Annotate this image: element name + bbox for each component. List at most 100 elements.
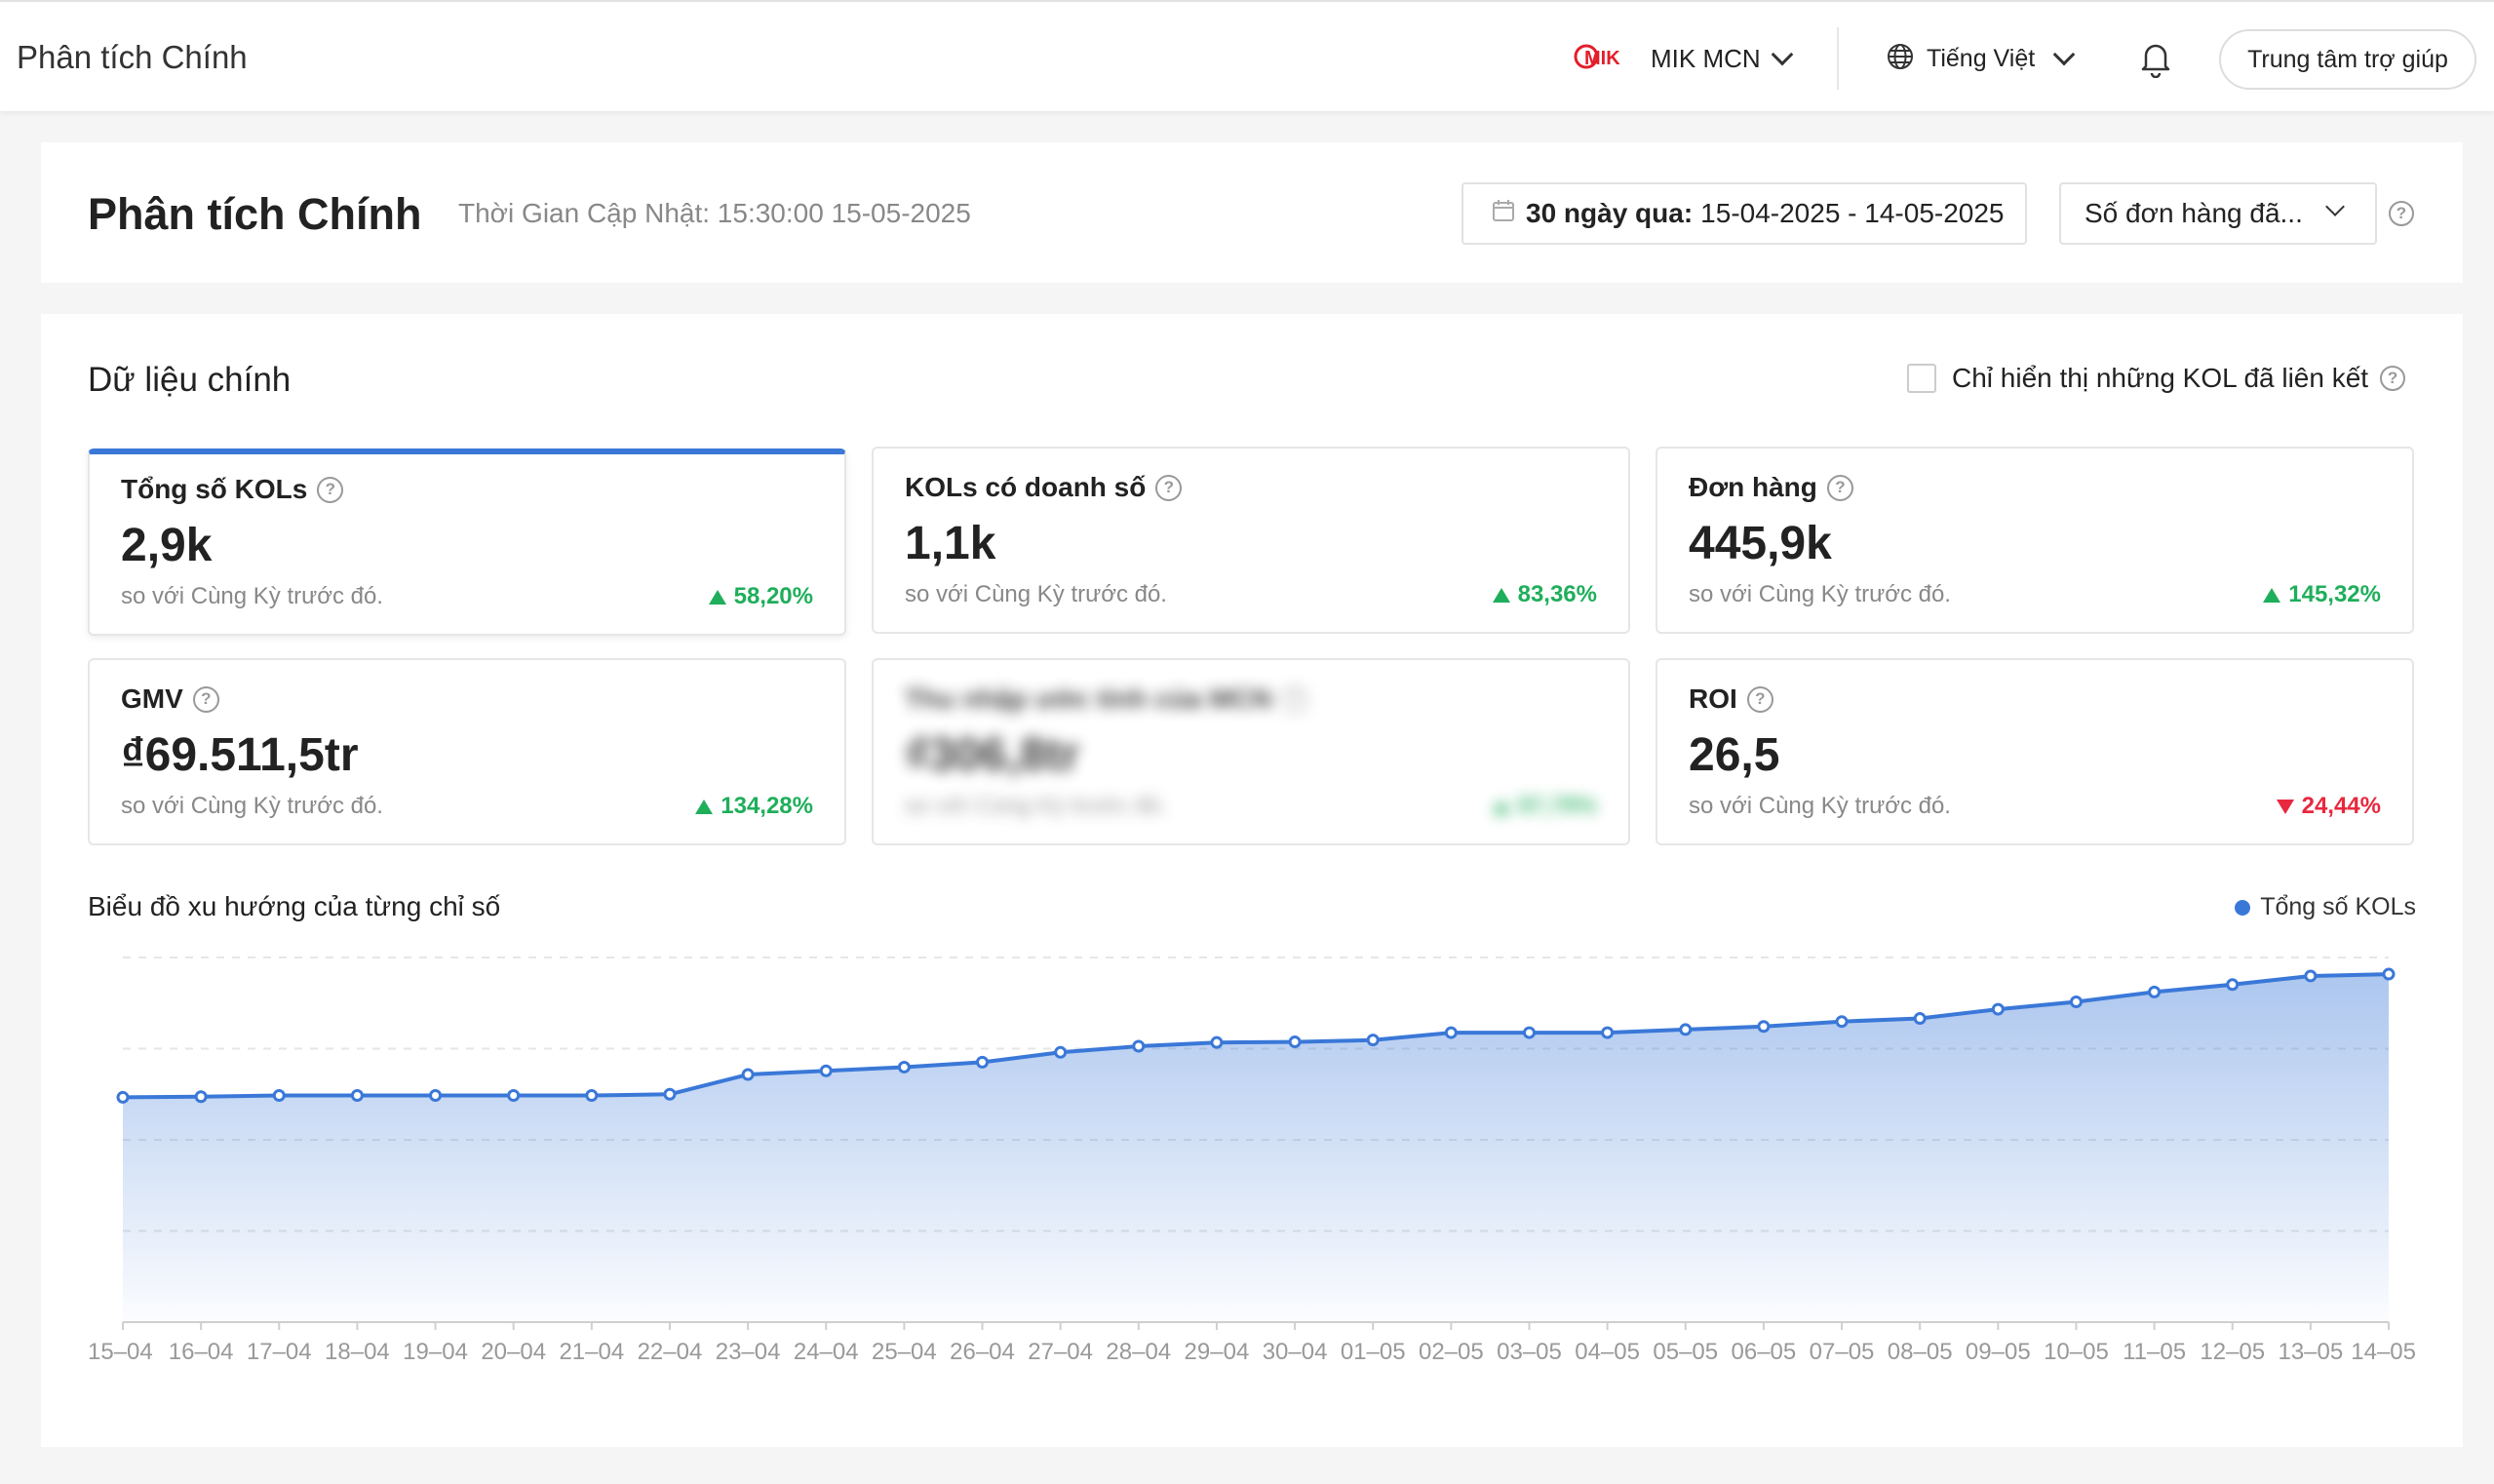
top-header: Phân tích Chính MIK MIK MCN Tiếng Việt — [0, 0, 2494, 111]
mcn-name: MIK MCN — [1651, 43, 1761, 73]
data-point[interactable] — [1679, 1023, 1693, 1036]
svg-text:MIK: MIK — [1584, 48, 1620, 69]
kpi-value: 26,5 — [1689, 729, 1780, 781]
kpi-label: ROI — [1689, 683, 1737, 714]
data-point[interactable] — [976, 1055, 990, 1069]
data-point[interactable] — [350, 1089, 364, 1103]
kpi-mcn-estimated-income[interactable]: Thu nhập ước tính của MCN? ₫306,8tr so v… — [872, 658, 1630, 845]
mcn-switcher[interactable]: MIK MIK MCN — [1573, 37, 1793, 80]
help-circle-icon[interactable]: ? — [1746, 685, 1773, 713]
date-range-label: 30 ngày qua: — [1526, 198, 1694, 228]
data-point[interactable] — [741, 1068, 755, 1081]
app-title: Phân tích Chính — [17, 39, 248, 75]
kpi-delta: 97,79% — [1492, 793, 1597, 820]
language-switcher[interactable]: Tiếng Việt — [1886, 39, 2076, 78]
arrow-up-icon — [1492, 799, 1510, 814]
help-center-button[interactable]: Trung tâm trợ giúp — [2219, 29, 2476, 90]
date-range-value: 15-04-2025 - 14-05-2025 — [1700, 198, 2005, 228]
kpi-label: KOLs có doanh số — [905, 472, 1147, 502]
only-linked-checkbox[interactable] — [1907, 364, 1936, 393]
x-tick-label: 27–04 — [1028, 1339, 1093, 1365]
x-tick-label: 07–05 — [1810, 1339, 1875, 1365]
kpi-compare-text: so với Cùng Kỳ trước đó. — [121, 793, 383, 819]
x-tick-label: 24–04 — [794, 1339, 859, 1365]
x-tick-label: 18–04 — [325, 1339, 390, 1365]
data-point[interactable] — [819, 1064, 833, 1077]
data-point[interactable] — [1366, 1034, 1380, 1047]
x-tick-label: 01–05 — [1341, 1339, 1406, 1365]
updated-time: Thời Gian Cập Nhật: 15:30:00 15-05-2025 — [458, 198, 971, 228]
main-data-card: Dữ liệu chính Chỉ hiển thị những KOL đã … — [41, 314, 2463, 1447]
data-point[interactable] — [663, 1087, 677, 1101]
data-point[interactable] — [1991, 1002, 2005, 1016]
help-circle-icon[interactable]: ? — [1155, 474, 1183, 501]
help-circle-icon[interactable]: ? — [2380, 366, 2406, 391]
data-point[interactable] — [1054, 1045, 1068, 1059]
x-tick-label: 04–05 — [1575, 1339, 1640, 1365]
kpi-total-kols[interactable]: Tổng số KOLs? 2,9k so với Cùng Kỳ trước … — [88, 449, 846, 636]
data-point[interactable] — [1288, 1035, 1302, 1049]
kpi-orders[interactable]: Đơn hàng? 445,9k so với Cùng Kỳ trước đó… — [1656, 447, 2414, 634]
date-range-picker[interactable]: 30 ngày qua: 15-04-2025 - 14-05-2025 — [1461, 182, 2027, 245]
data-point[interactable] — [2069, 995, 2083, 1008]
kpi-kols-with-sales[interactable]: KOLs có doanh số? 1,1k so với Cùng Kỳ tr… — [872, 447, 1630, 634]
data-point[interactable] — [1522, 1026, 1536, 1039]
x-tick-label: 25–04 — [872, 1339, 937, 1365]
x-tick-label: 12–05 — [2200, 1339, 2265, 1365]
metric-select[interactable]: Số đơn hàng đã... — [2059, 182, 2377, 245]
data-point[interactable] — [1757, 1020, 1771, 1034]
kpi-delta: 58,20% — [708, 583, 813, 610]
data-point[interactable] — [1132, 1039, 1146, 1053]
kpi-delta: 134,28% — [695, 793, 813, 820]
help-circle-icon[interactable]: ? — [1826, 474, 1853, 501]
series-area — [123, 974, 2389, 1322]
data-point[interactable] — [2226, 978, 2240, 992]
kpi-label: Đơn hàng — [1689, 472, 1817, 502]
kpi-compare-text: so với Cùng Kỳ trước đó. — [121, 583, 383, 609]
data-point[interactable] — [1601, 1026, 1615, 1039]
only-linked-filter[interactable]: Chỉ hiển thị những KOL đã liên kết ? — [1907, 363, 2406, 394]
chevron-down-icon — [2325, 197, 2345, 216]
help-circle-icon[interactable]: ? — [317, 476, 344, 503]
data-point[interactable] — [1913, 1012, 1927, 1026]
kpi-value: 2,9k — [121, 520, 213, 571]
bell-icon[interactable] — [2138, 39, 2173, 83]
chevron-down-icon — [2052, 43, 2076, 66]
chart-legend[interactable]: Tổng số KOLs — [2235, 893, 2416, 921]
data-point[interactable] — [1835, 1015, 1849, 1029]
header-divider — [1837, 27, 1839, 90]
help-circle-icon[interactable]: ? — [192, 685, 219, 713]
globe-icon — [1886, 42, 1915, 76]
arrow-down-icon — [2276, 799, 2294, 814]
x-tick-label: 19–04 — [403, 1339, 468, 1365]
data-point[interactable] — [2148, 985, 2162, 998]
data-point[interactable] — [1210, 1035, 1224, 1049]
x-tick-label: 11–05 — [2123, 1339, 2186, 1365]
data-point[interactable] — [2304, 969, 2318, 983]
kpi-gmv[interactable]: GMV? ₫69.511,5tr so với Cùng Kỳ trước đó… — [88, 658, 846, 845]
kpi-delta: 145,32% — [2263, 581, 2381, 608]
x-tick-label: 10–05 — [2044, 1339, 2109, 1365]
x-tick-label: 06–05 — [1732, 1339, 1797, 1365]
data-point[interactable] — [897, 1060, 911, 1074]
data-point[interactable] — [1444, 1026, 1458, 1039]
help-circle-icon[interactable]: ? — [2389, 201, 2414, 226]
trend-chart[interactable]: 15–04 16–04 17–04 18–04 19–04 20–04 21–04 22–04… — [41, 938, 2463, 1445]
data-point[interactable] — [194, 1090, 208, 1104]
data-point[interactable] — [272, 1089, 286, 1103]
arrow-up-icon — [1492, 587, 1510, 603]
kpi-value: ₫69.511,5tr — [121, 729, 359, 781]
series-line — [122, 972, 2390, 1100]
x-tick-label: 21–04 — [559, 1339, 624, 1365]
legend-label: Tổng số KOLs — [2260, 893, 2416, 920]
kpi-compare-text: so với Cùng Kỳ trước đó. — [1689, 581, 1951, 607]
kpi-roi[interactable]: ROI? 26,5 so với Cùng Kỳ trước đó. 24,44… — [1656, 658, 2414, 845]
data-point[interactable] — [507, 1089, 521, 1103]
legend-dot — [2235, 899, 2251, 916]
section-title: Dữ liệu chính — [88, 361, 292, 399]
data-point[interactable] — [2382, 967, 2396, 981]
chevron-down-icon — [1771, 43, 1793, 66]
data-point[interactable] — [585, 1089, 599, 1103]
data-point[interactable] — [429, 1089, 443, 1103]
data-point[interactable] — [116, 1090, 130, 1104]
